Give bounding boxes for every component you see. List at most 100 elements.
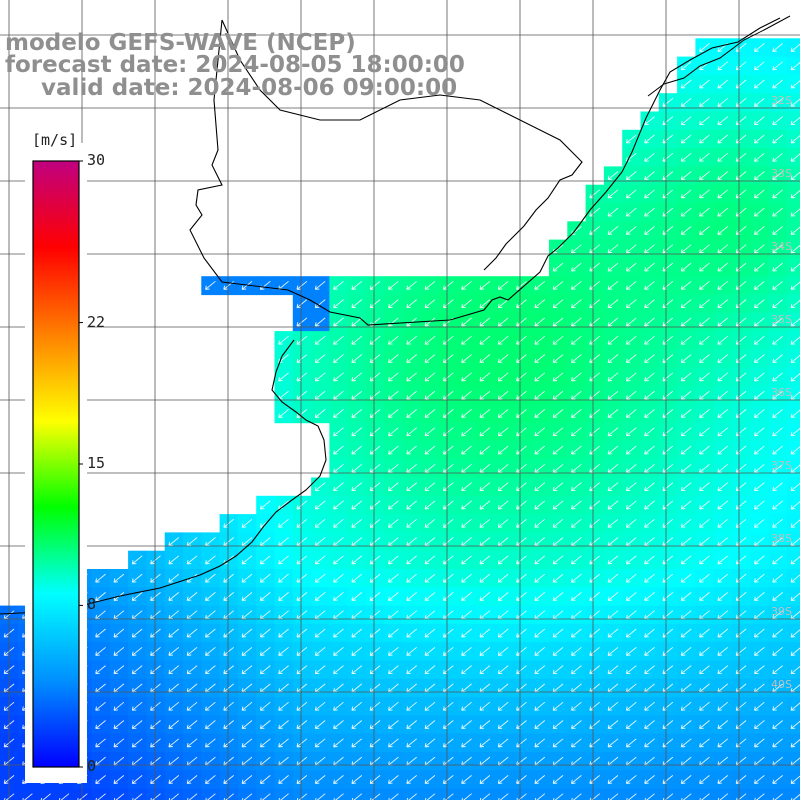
- wind-arrow: [534, 463, 546, 473]
- wind-arrow: [223, 775, 234, 784]
- wind-arrow: [699, 665, 710, 675]
- wind-arrow: [131, 592, 143, 601]
- wind-arrow: [497, 372, 509, 382]
- wind-arrow: [406, 573, 417, 583]
- wind-arrow: [479, 628, 491, 638]
- wind-arrow: [186, 555, 198, 565]
- wind-arrow: [717, 61, 729, 71]
- wind-arrow: [424, 720, 436, 730]
- wind-arrow: [699, 226, 710, 235]
- wind-arrow: [150, 775, 161, 784]
- wind-arrow: [607, 775, 619, 784]
- wind-arrow: [717, 409, 729, 418]
- wind-cell: [658, 788, 678, 804]
- wind-arrow: [735, 354, 747, 364]
- wind-arrow: [388, 573, 399, 583]
- wind-cell: [146, 788, 166, 804]
- wind-cell: [274, 788, 294, 804]
- wind-arrow: [772, 244, 783, 254]
- valid-date: valid date: 2024-08-06 09:00:00: [41, 75, 458, 101]
- wind-arrow: [717, 573, 729, 583]
- wind-arrow: [333, 646, 344, 656]
- wind-arrow: [625, 628, 637, 638]
- wind-arrow: [790, 244, 800, 254]
- wind-arrow: [95, 775, 106, 784]
- wind-arrow: [625, 299, 637, 309]
- wind-arrow: [351, 427, 363, 437]
- wind-arrow: [571, 738, 582, 748]
- wind-arrow: [625, 463, 637, 473]
- wind-arrow: [259, 720, 271, 730]
- wind-arrow: [772, 134, 783, 144]
- wind-arrow: [790, 153, 800, 162]
- wind-arrow: [699, 537, 710, 547]
- wind-arrow: [314, 299, 326, 309]
- wind-arrow: [772, 409, 783, 418]
- wind-arrow: [735, 646, 747, 656]
- wind-arrow: [223, 701, 234, 711]
- wind-arrow: [406, 409, 417, 418]
- wind-arrow: [351, 518, 363, 528]
- wind-arrow: [607, 335, 619, 345]
- wind-arrow: [717, 189, 729, 199]
- wind-arrow: [772, 646, 783, 656]
- wind-arrow: [369, 537, 381, 547]
- wind-arrow: [497, 463, 509, 473]
- wind-arrow: [644, 244, 655, 254]
- wind-arrow: [680, 445, 692, 455]
- wind-arrow: [534, 720, 546, 730]
- wind-arrow: [717, 152, 729, 162]
- wind-arrow: [534, 500, 546, 510]
- wind-arrow: [333, 390, 344, 400]
- wind-arrow: [314, 537, 326, 547]
- wind-arrow: [296, 335, 308, 345]
- wind-arrow: [625, 665, 637, 675]
- wind-arrow: [205, 573, 216, 583]
- wind-arrow: [607, 445, 619, 455]
- wind-arrow: [571, 354, 582, 364]
- wind-arrow: [369, 738, 381, 748]
- wind-arrow: [479, 390, 491, 400]
- wind-arrow: [754, 720, 765, 730]
- wind-arrow: [205, 555, 216, 565]
- wind-arrow: [790, 98, 800, 107]
- wind-arrow: [699, 518, 710, 528]
- coastline-east: [647, 15, 791, 97]
- wind-arrow: [406, 427, 417, 437]
- wind-arrow: [735, 171, 747, 181]
- wind-arrow: [699, 262, 710, 272]
- wind-arrow: [680, 171, 692, 181]
- wind-arrow: [571, 775, 582, 784]
- wind-arrow: [259, 646, 271, 656]
- colorbar-tick-label: 0: [87, 757, 97, 775]
- wind-arrow: [699, 738, 710, 748]
- wind-cell: [0, 788, 19, 804]
- wind-arrow: [497, 500, 509, 510]
- wind-arrow: [625, 280, 637, 290]
- wind-arrow: [534, 665, 546, 675]
- wind-arrow: [351, 775, 363, 784]
- wind-arrow: [735, 409, 747, 418]
- wind-cell: [640, 788, 660, 804]
- wind-arrow: [754, 463, 765, 473]
- wind-arrow: [607, 537, 619, 547]
- wind-arrow: [351, 592, 363, 601]
- wind-arrow: [186, 646, 198, 656]
- wind-arrow: [625, 445, 637, 455]
- wind-arrow: [699, 207, 710, 217]
- wind-arrow: [717, 701, 729, 711]
- wind-arrow: [699, 97, 710, 107]
- wind-arrow: [625, 701, 637, 711]
- wind-arrow: [296, 646, 308, 656]
- wind-arrow: [241, 738, 253, 748]
- wind-arrow: [735, 775, 747, 784]
- wind-arrow: [571, 720, 582, 730]
- wind-arrow: [168, 738, 180, 748]
- wind-arrow: [351, 646, 363, 656]
- wind-arrow: [278, 555, 289, 565]
- wind-arrow: [625, 537, 637, 547]
- wind-arrow: [369, 427, 381, 437]
- wind-arrow: [790, 446, 800, 455]
- wind-arrow: [699, 463, 710, 473]
- wind-arrow: [388, 500, 399, 510]
